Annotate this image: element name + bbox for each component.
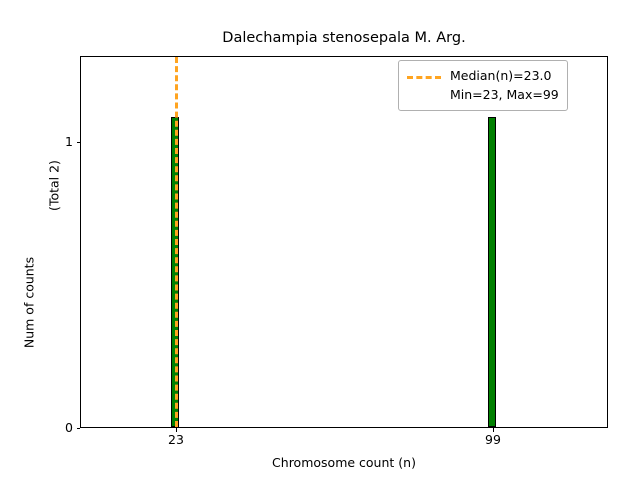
dashed-line-icon	[407, 70, 441, 82]
xtick-mark-23	[176, 428, 177, 432]
ytick-mark-1	[76, 141, 80, 143]
legend-item-range[interactable]: Min=23, Max=99	[407, 85, 559, 104]
xtick-label-99: 99	[485, 432, 501, 447]
legend: Median(n)=23.0 Min=23, Max=99	[398, 60, 568, 111]
x-axis-label: Chromosome count (n)	[272, 455, 416, 470]
ytick-label-0: 0	[65, 419, 73, 435]
bar-99[interactable]	[487, 117, 496, 427]
xtick-label-23: 23	[168, 432, 184, 447]
plot-area	[80, 56, 608, 428]
ytick-label-1: 1	[65, 133, 73, 149]
median-line	[174, 57, 178, 427]
xtick-mark-99	[493, 428, 494, 432]
ytick-mark-0	[76, 427, 80, 429]
y-axis-label: Num of counts	[21, 256, 37, 349]
legend-label-range: Min=23, Max=99	[450, 87, 559, 102]
y-axis-label-total: (Total 2)	[46, 160, 62, 211]
legend-item-median[interactable]: Median(n)=23.0	[407, 66, 559, 85]
page-title: Dalechampia stenosepala M. Arg.	[222, 30, 466, 46]
blank-swatch-icon	[407, 89, 441, 101]
legend-label-median: Median(n)=23.0	[450, 68, 552, 83]
